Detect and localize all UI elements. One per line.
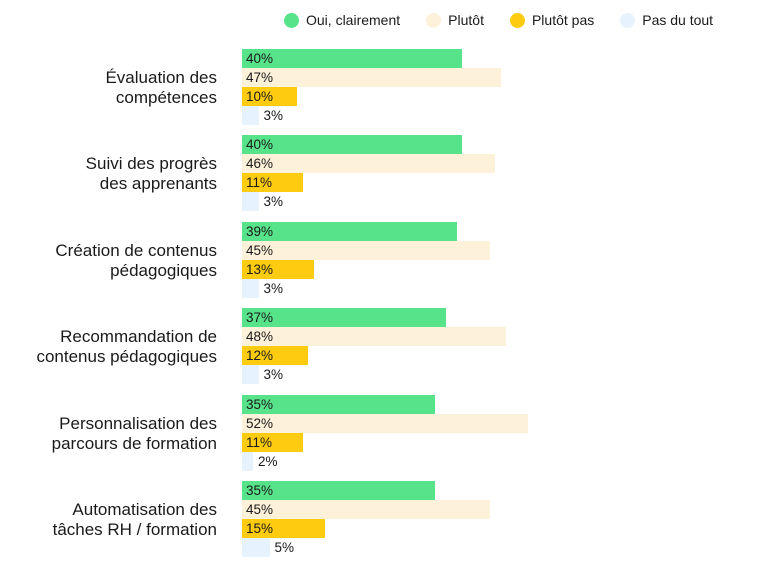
bar xyxy=(242,87,297,106)
legend-item: Plutôt xyxy=(426,12,484,28)
data-label: 3% xyxy=(263,367,284,383)
bar xyxy=(242,365,259,385)
data-label: 47% xyxy=(246,70,274,85)
bar xyxy=(242,451,253,471)
bar xyxy=(242,481,435,500)
bar xyxy=(242,500,490,519)
bar xyxy=(242,346,308,366)
category-label-line: Suivi des progrès xyxy=(85,154,217,174)
data-label: 11% xyxy=(246,175,273,191)
data-label: 5% xyxy=(274,540,295,555)
category-label: Évaluation des compétences xyxy=(0,68,217,108)
bar xyxy=(242,192,259,212)
legend-item: Pas du tout xyxy=(620,12,713,28)
category-label-line: contenus pédagogiques xyxy=(36,347,217,367)
bar xyxy=(242,68,501,87)
data-label: 39% xyxy=(246,223,274,239)
category-label-line: pédagogiques xyxy=(110,260,217,280)
legend-swatch-icon xyxy=(284,12,299,28)
legend-item: Plutôt pas xyxy=(509,12,595,28)
legend-label: Oui, clairement xyxy=(306,12,401,28)
bar xyxy=(242,538,270,557)
bar xyxy=(242,173,303,193)
category-label-line: Création de contenus xyxy=(55,240,217,260)
legend-label: Pas du tout xyxy=(642,12,714,28)
bar xyxy=(242,519,325,538)
legend-label: Plutôt xyxy=(448,12,484,28)
data-label: 45% xyxy=(246,242,274,258)
bar xyxy=(242,49,462,68)
data-label: 3% xyxy=(263,108,284,123)
data-label: 45% xyxy=(246,502,274,517)
bar xyxy=(242,135,462,155)
category-label: Automatisation des tâches RH / formation xyxy=(0,500,217,540)
data-label: 40% xyxy=(246,51,274,66)
bar xyxy=(242,327,506,347)
data-label: 40% xyxy=(246,137,274,153)
data-label: 11% xyxy=(246,434,273,450)
bar xyxy=(242,259,314,279)
category-label: Création de contenus pédagogiques xyxy=(0,241,217,281)
legend-swatch-icon xyxy=(620,12,636,28)
data-label: 15% xyxy=(246,521,274,536)
legend: Oui, clairement Plutôt Plutôt pas Pas du to… xyxy=(284,12,713,28)
bar xyxy=(242,221,457,241)
data-label: 48% xyxy=(246,329,274,345)
data-label: 3% xyxy=(263,194,284,210)
data-label: 2% xyxy=(258,453,278,469)
category-label-line: des apprenants xyxy=(99,174,217,194)
data-label: 46% xyxy=(246,156,274,172)
bar xyxy=(242,278,259,298)
data-label: 12% xyxy=(246,348,274,364)
legend-swatch-icon xyxy=(509,12,525,28)
data-label: 10% xyxy=(246,89,274,104)
category-label-line: tâches RH / formation xyxy=(52,520,217,539)
data-label: 13% xyxy=(246,261,274,277)
bar xyxy=(242,413,528,433)
legend-item: Oui, clairement xyxy=(284,12,400,28)
legend-label: Plutôt pas xyxy=(531,12,595,28)
category-label: Recommandation de contenus pédagogiques xyxy=(0,327,217,367)
category-label: Personnalisation des parcours de formatio… xyxy=(0,414,217,454)
legend-swatch-icon xyxy=(426,12,442,28)
category-label-line: Recommandation de xyxy=(60,327,217,347)
bar xyxy=(242,308,446,328)
data-label: 3% xyxy=(263,280,284,296)
bar xyxy=(242,154,495,174)
category-label-line: Personnalisation des xyxy=(59,413,217,433)
category-label-line: Automatisation des xyxy=(72,500,217,519)
bar xyxy=(242,432,303,452)
category-label-line: compétences xyxy=(115,88,217,107)
bar xyxy=(242,240,490,260)
data-label: 35% xyxy=(246,483,274,498)
data-label: 37% xyxy=(246,310,274,326)
bar xyxy=(242,394,435,414)
data-label: 52% xyxy=(246,415,274,431)
category-label-line: parcours de formation xyxy=(51,433,217,453)
category-label: Suivi des progrès des apprenants xyxy=(0,154,217,194)
data-label: 35% xyxy=(246,396,274,412)
category-label-line: Évaluation des xyxy=(105,68,217,87)
bar xyxy=(242,106,259,125)
